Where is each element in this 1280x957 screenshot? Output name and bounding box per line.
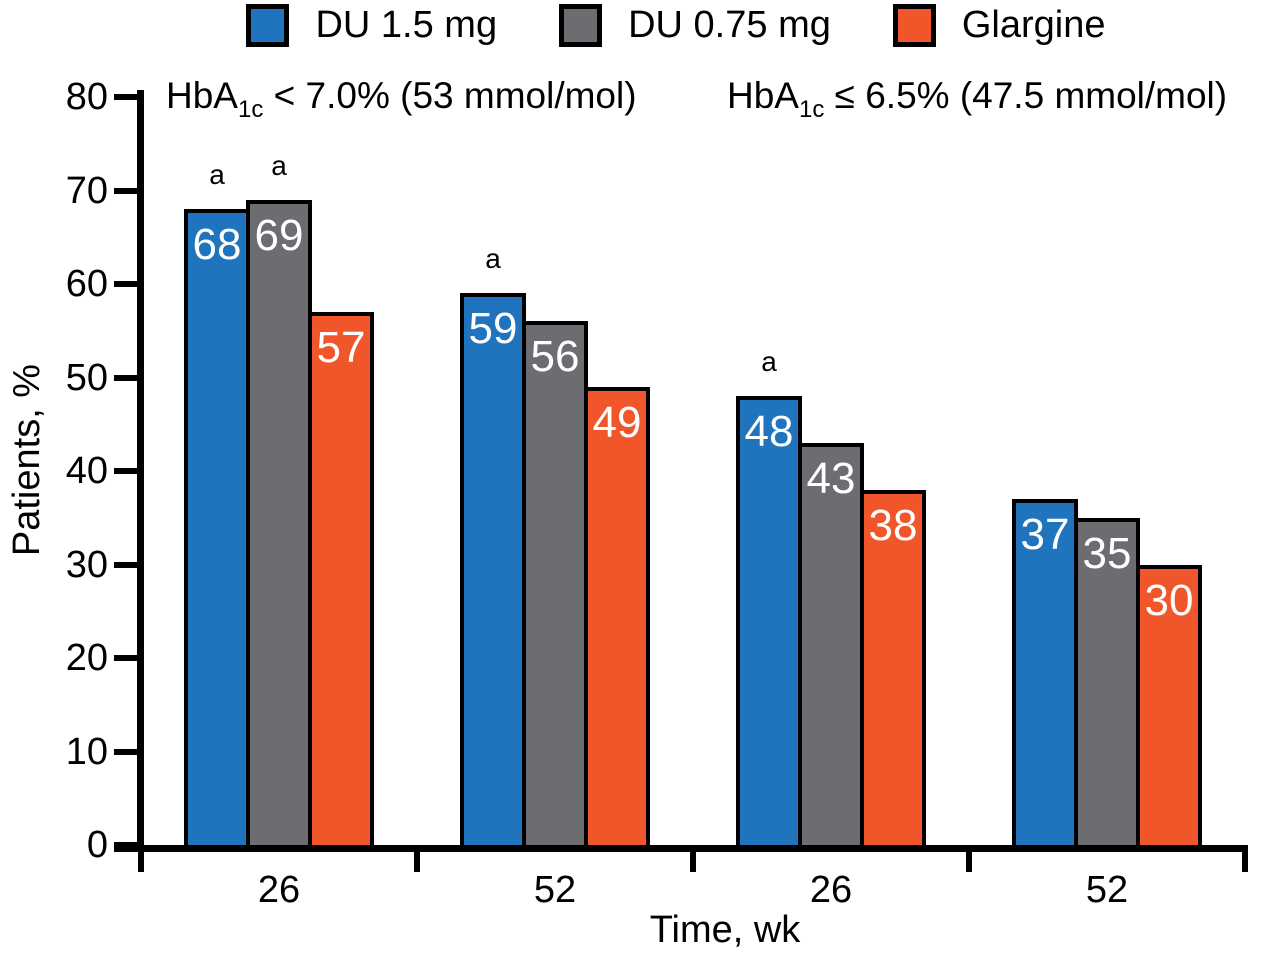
x-tick (1242, 847, 1248, 872)
legend-label: DU 1.5 mg (315, 4, 498, 46)
bar (584, 386, 650, 849)
bar-value-label: 56 (530, 332, 580, 382)
significance-marker: a (271, 149, 287, 181)
bar (798, 442, 864, 849)
y-tick (114, 94, 137, 100)
x-axis-title: Time, wk (649, 909, 801, 951)
x-tick (138, 847, 144, 872)
x-axis-line (114, 845, 1248, 852)
bar (1136, 564, 1202, 849)
y-tick-label: 70 (65, 169, 108, 212)
legend-label: DU 0.75 mg (628, 4, 831, 46)
bar-value-label: 30 (1144, 575, 1194, 625)
y-axis-title: Patients, % (6, 363, 48, 557)
bar-value-label: 59 (468, 304, 518, 354)
y-tick-label: 20 (65, 637, 108, 679)
bar (522, 321, 588, 849)
bar-value-label: 35 (1082, 528, 1132, 578)
bar-value-label: 57 (316, 323, 366, 373)
significance-marker: a (209, 159, 225, 191)
y-tick-label: 10 (65, 730, 108, 773)
bar-value-label: 68 (192, 220, 242, 270)
significance-marker: a (485, 243, 501, 275)
y-tick (114, 468, 137, 474)
bar-value-label: 37 (1020, 510, 1070, 560)
legend-item-1: DU 1.5 mg (246, 3, 498, 47)
bar (460, 293, 526, 849)
x-tick-label: 52 (1085, 869, 1129, 911)
bar (308, 312, 374, 849)
legend: DU 1.5 mg DU 0.75 mg Glargine (36, 0, 1280, 50)
y-tick-label: 0 (86, 824, 108, 866)
bar (860, 489, 926, 849)
x-tick-label: 52 (533, 869, 577, 911)
x-tick (690, 847, 696, 872)
y-tick (114, 281, 137, 287)
x-tick-label: 26 (257, 869, 301, 911)
y-tick (114, 748, 137, 755)
significance-marker: a (761, 346, 777, 378)
bar-value-label: 69 (254, 210, 304, 260)
y-tick (114, 187, 137, 194)
bar-value-label: 48 (744, 407, 794, 457)
x-tick (966, 847, 972, 872)
bar-value-label: 38 (868, 500, 918, 550)
legend-item-2: DU 0.75 mg (559, 3, 831, 47)
legend-item-3: Glargine (892, 3, 1106, 47)
y-tick (114, 374, 137, 381)
y-axis-line (137, 90, 144, 852)
x-tick (414, 847, 420, 872)
legend-swatch-icon (892, 3, 936, 47)
panel-header-2: HbA1c ≤ 6.5% (47.5 mmol/mol) (727, 75, 1228, 123)
bar (246, 199, 312, 849)
y-tick-label: 40 (65, 450, 108, 492)
bar-value-label: 43 (806, 453, 856, 503)
bar (184, 209, 250, 849)
y-tick-label: 30 (65, 543, 108, 586)
y-tick-label: 50 (65, 356, 108, 399)
y-tick (114, 655, 137, 661)
legend-swatch-icon (559, 3, 603, 47)
y-tick-label: 80 (65, 76, 108, 118)
x-tick-label: 26 (809, 869, 853, 911)
legend-swatch-icon (246, 3, 290, 47)
legend-label: Glargine (961, 4, 1106, 46)
y-tick (114, 561, 137, 568)
panel-header-1: HbA1c < 7.0% (53 mmol/mol) (166, 75, 637, 123)
bar-value-label: 49 (592, 397, 642, 447)
y-tick-label: 60 (65, 263, 108, 305)
bar (736, 396, 802, 849)
